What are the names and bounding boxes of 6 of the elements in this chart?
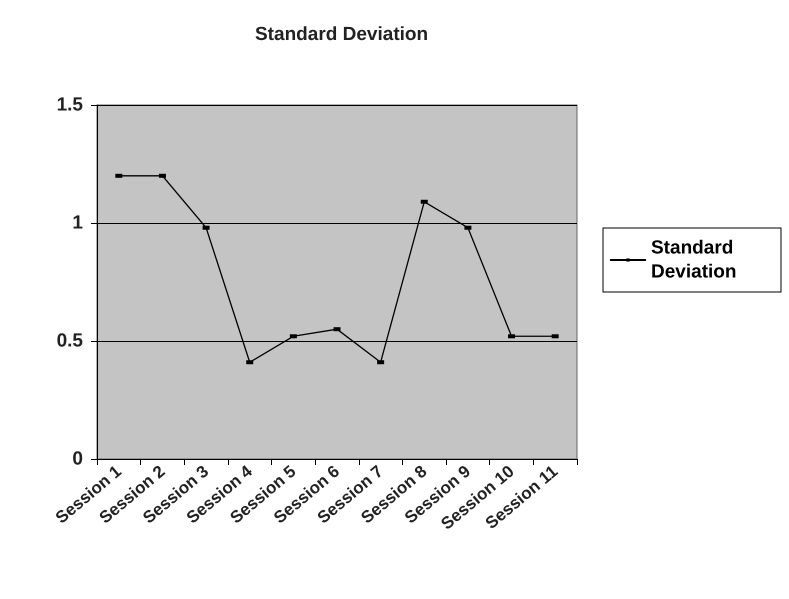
- y-tick-label: 1.5: [56, 94, 84, 116]
- y-tick-label: 1: [72, 212, 84, 234]
- y-tick-label: 0.5: [56, 330, 84, 352]
- chart-title: Standard Deviation: [255, 24, 428, 45]
- legend-label: Standard Deviation: [651, 238, 739, 282]
- y-tick-label: 0: [72, 448, 83, 470]
